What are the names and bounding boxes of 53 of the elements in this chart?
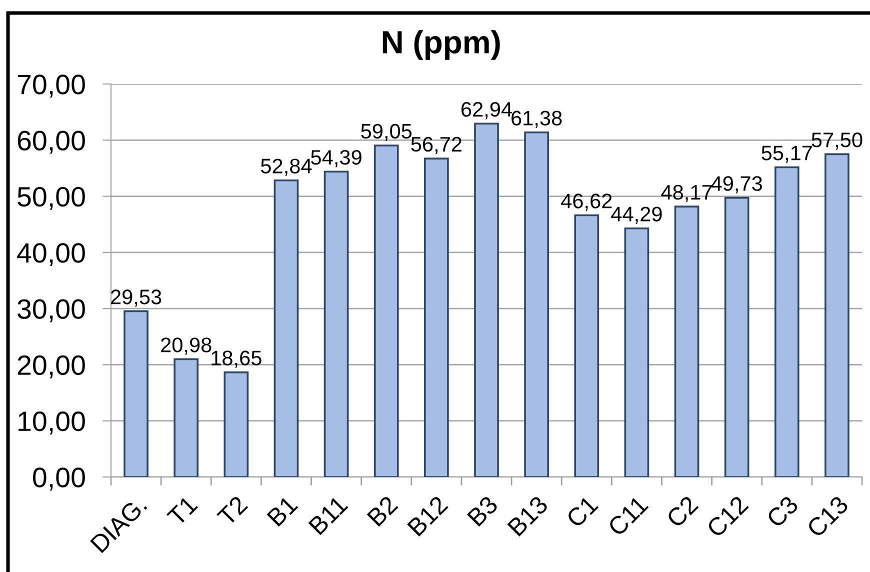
data-label: 52,84: [261, 158, 312, 176]
data-label: 57,50: [812, 132, 862, 150]
y-tick-label: 10,00: [18, 412, 85, 434]
data-label: 62,94: [461, 102, 512, 120]
bar: [124, 310, 148, 477]
bar: [724, 196, 750, 477]
data-label: 56,72: [411, 136, 462, 154]
bar: [474, 122, 499, 477]
bar: [424, 158, 449, 477]
data-label: 59,05: [361, 124, 412, 142]
bar: [774, 166, 800, 477]
bar: [824, 153, 850, 477]
data-label: 54,39: [311, 150, 362, 168]
bar: [324, 170, 349, 477]
y-tick-label: 30,00: [18, 299, 85, 322]
bar: [174, 358, 199, 477]
data-label: 55,17: [762, 146, 812, 163]
y-tick-label: 20,00: [18, 355, 85, 378]
x-tick-label: C13: [806, 494, 850, 538]
x-tick-label: B13: [507, 494, 549, 537]
data-label: 29,53: [111, 290, 162, 307]
data-label: 46,62: [561, 194, 612, 211]
x-tick-label: C12: [706, 495, 749, 538]
x-tick-label: B12: [406, 495, 448, 536]
data-label: 48,17: [661, 184, 712, 202]
data-label: 20,98: [161, 338, 212, 355]
x-tick-label: C1: [565, 494, 599, 528]
x-tick-label: B11: [308, 495, 348, 536]
x-tick-label: C3: [766, 494, 800, 528]
y-tick-label: 60,00: [18, 130, 85, 154]
x-tick-label: C11: [606, 494, 649, 537]
y-tick-label: 70,00: [18, 74, 85, 98]
x-tick-label: T1: [166, 495, 198, 527]
bar: [274, 179, 299, 477]
x-tick-label: B1: [266, 495, 298, 527]
data-label: 44,29: [611, 206, 662, 224]
data-label: 18,65: [212, 350, 262, 368]
bar: [624, 227, 650, 477]
data-label: 61,38: [512, 110, 562, 128]
chart-title: N (ppm): [382, 30, 500, 60]
bar: [674, 206, 700, 477]
bar: [224, 371, 249, 477]
y-tick-label: 0,00: [33, 468, 85, 491]
bar: [374, 144, 399, 477]
x-tick-label: T2: [216, 495, 248, 527]
x-tick-label: B2: [366, 495, 398, 527]
x-tick-label: B3: [466, 494, 499, 527]
x-tick-label: C2: [666, 495, 699, 528]
y-tick-label: 50,00: [18, 186, 85, 210]
y-tick-label: 40,00: [17, 243, 85, 266]
bar: [524, 131, 549, 477]
data-label: 49,73: [711, 176, 762, 194]
bar: [574, 214, 600, 477]
